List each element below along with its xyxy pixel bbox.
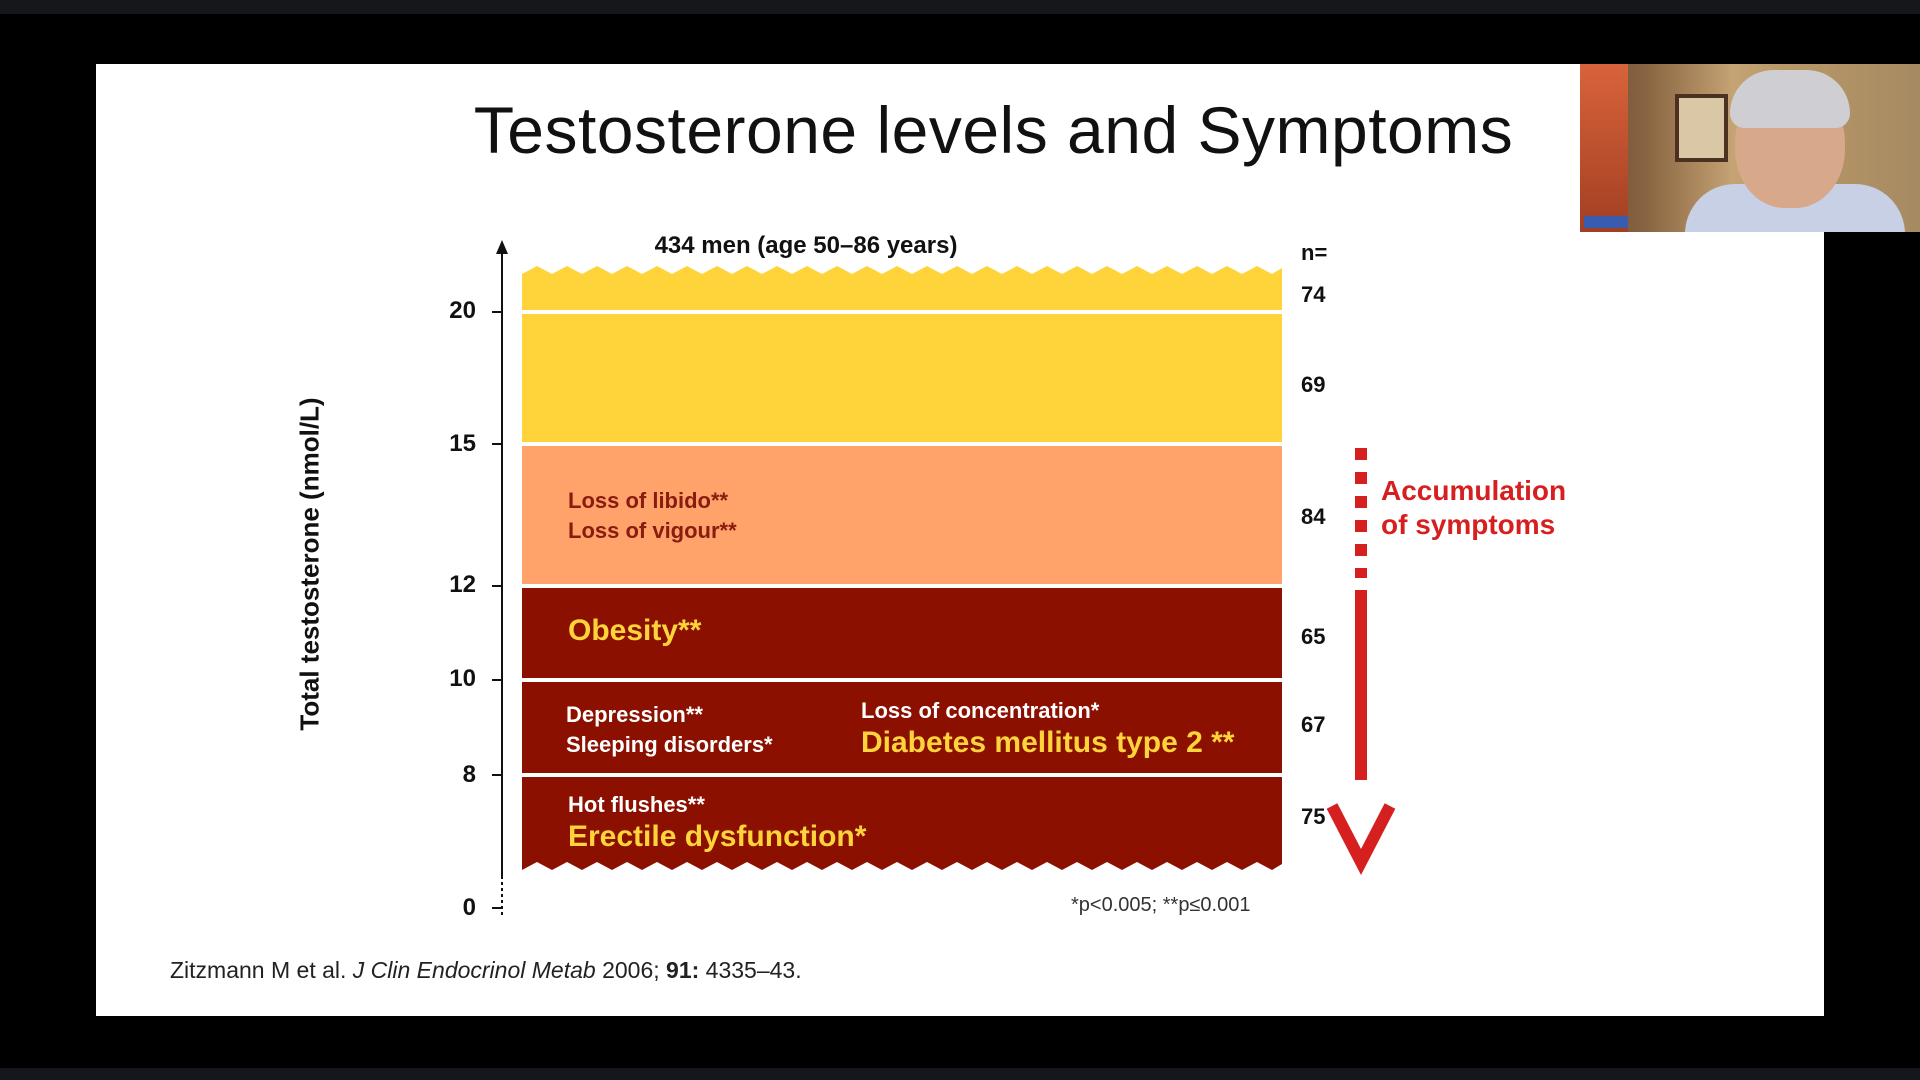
symptom-loss-of-concentration: Loss of concentration* — [861, 698, 1100, 723]
webcam-background-picture — [1675, 94, 1728, 162]
n-header: n= — [1301, 240, 1328, 265]
y-axis-label: Total testosterone (nmol/L) — [294, 397, 325, 731]
band-bottom-red — [522, 777, 1282, 870]
bottom-bar — [0, 1068, 1920, 1080]
n-value: 65 — [1301, 624, 1326, 649]
n-value: 84 — [1301, 504, 1326, 529]
y-tick-label: 12 — [449, 571, 476, 598]
y-axis-arrow — [496, 240, 508, 254]
symptom-hot-flushes: Hot flushes** — [568, 792, 705, 817]
y-tick-label: 15 — [449, 430, 476, 457]
symptom-depression: Depression** — [566, 702, 703, 727]
y-tick-label: 0 — [462, 894, 476, 921]
y-tick-label: 10 — [449, 665, 476, 692]
symptom-erectile-dysfunction: Erectile dysfunction* — [568, 820, 867, 853]
band-depression — [522, 682, 1282, 773]
citation: Zitzmann M et al. J Clin Endocrinol Meta… — [170, 957, 802, 984]
accumulation-line-2: of symptoms — [1381, 509, 1556, 540]
accumulation-line-1: Accumulation — [1381, 475, 1567, 506]
webcam-video-tile[interactable] — [1580, 64, 1920, 232]
symptom-diabetes: Diabetes mellitus type 2 ** — [861, 726, 1235, 759]
n-value: 67 — [1301, 712, 1326, 737]
citation-journal: J Clin Endocrinol Metab — [352, 957, 596, 983]
presentation-slide: Testosterone levels and Symptoms — [96, 64, 1824, 1016]
n-value: 75 — [1301, 804, 1326, 829]
webcam-speaker-hair — [1730, 70, 1850, 128]
band-top-yellow — [522, 266, 1282, 310]
webcam-background-window — [1580, 64, 1628, 232]
symptom-obesity: Obesity** — [568, 614, 702, 647]
n-value: 69 — [1301, 372, 1326, 397]
symptom-loss-of-vigour: Loss of vigour** — [568, 518, 737, 543]
citation-pages: 4335–43. — [705, 957, 802, 983]
symptom-loss-of-libido: Loss of libido** — [568, 488, 729, 513]
n-value: 74 — [1301, 282, 1326, 307]
citation-volume: 91: — [666, 957, 700, 983]
p-values-note: *p<0.005; **p≤0.001 — [1071, 894, 1251, 916]
top-bar — [0, 0, 1920, 14]
webcam-status-badge — [1584, 216, 1628, 228]
y-tick-label: 20 — [449, 297, 476, 324]
band-orange — [522, 446, 1282, 584]
symptom-sleeping-disorders: Sleeping disorders* — [566, 732, 773, 757]
citation-year: 2006; — [602, 957, 660, 983]
accumulation-arrow-head — [1326, 803, 1396, 876]
cohort-label: 434 men (age 50–86 years) — [654, 232, 958, 259]
band-obesity — [522, 588, 1282, 678]
band-yellow — [522, 314, 1282, 442]
accumulation-arrow — [1355, 448, 1367, 780]
citation-authors: Zitzmann M et al. — [170, 957, 347, 983]
accumulation-label: Accumulation of symptoms — [1381, 474, 1566, 542]
slide-title: Testosterone levels and Symptoms — [473, 93, 1514, 167]
y-tick-label: 8 — [462, 761, 476, 788]
testosterone-band-chart — [492, 240, 1396, 916]
